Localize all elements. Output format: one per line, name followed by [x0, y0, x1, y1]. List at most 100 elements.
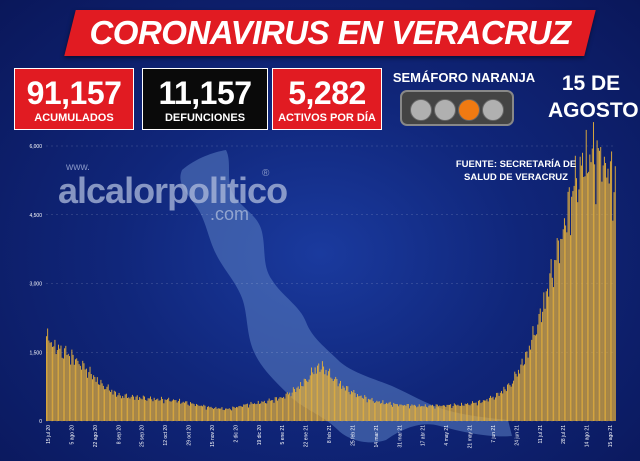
- bar: [237, 407, 239, 421]
- bar: [507, 384, 508, 421]
- bar: [445, 406, 447, 421]
- bar: [266, 403, 268, 421]
- bar: [320, 369, 322, 421]
- bar: [350, 391, 352, 421]
- bar: [481, 402, 483, 421]
- bar: [203, 404, 205, 421]
- bar: [447, 404, 449, 421]
- bar: [211, 407, 213, 421]
- bar: [55, 354, 57, 421]
- x-tick-label: 22 ene 21: [304, 425, 310, 447]
- bar: [245, 404, 247, 421]
- bar: [119, 395, 121, 421]
- bar: [594, 164, 596, 421]
- bar: [369, 399, 371, 421]
- bar: [491, 397, 493, 421]
- bar: [556, 238, 558, 421]
- bar: [470, 403, 472, 421]
- bar: [215, 406, 217, 421]
- bar: [551, 277, 553, 421]
- bar: [231, 410, 233, 421]
- bar: [100, 379, 102, 421]
- bar: [129, 398, 131, 421]
- bar: [373, 402, 375, 421]
- bar: [456, 405, 458, 421]
- bar: [411, 404, 413, 421]
- bar: [602, 165, 604, 421]
- bar: [370, 399, 372, 421]
- bar: [432, 404, 433, 421]
- bar: [417, 406, 419, 421]
- bar: [440, 406, 442, 421]
- bar: [366, 402, 368, 421]
- bar: [87, 377, 89, 421]
- bar: [415, 405, 417, 421]
- defunciones-value: 11,157: [158, 75, 252, 111]
- bar: [291, 392, 293, 421]
- bar: [560, 238, 562, 421]
- x-tick-label: 19 dic 20: [257, 425, 263, 446]
- bar: [283, 396, 285, 421]
- bar: [344, 390, 346, 421]
- bar: [185, 401, 187, 421]
- bar: [46, 336, 47, 421]
- bar: [273, 402, 275, 421]
- source-note: FUENTE: SECRETARÍA DE SALUD DE VERACRUZ: [440, 158, 592, 184]
- y-tick-label: 6,000: [29, 144, 42, 150]
- bar: [167, 399, 168, 421]
- bar: [300, 382, 302, 421]
- bar: [160, 396, 162, 421]
- bar: [96, 377, 98, 421]
- bar: [386, 402, 387, 421]
- bar: [451, 407, 453, 421]
- bar: [240, 406, 242, 421]
- bar: [233, 407, 235, 421]
- bar: [194, 406, 196, 421]
- bar: [294, 389, 295, 421]
- bar: [531, 339, 533, 421]
- bar: [56, 350, 58, 421]
- bar: [208, 406, 210, 421]
- bar: [118, 392, 120, 421]
- bar: [238, 406, 240, 421]
- bar: [438, 406, 440, 421]
- bar: [239, 405, 241, 421]
- traffic-light: [400, 90, 514, 126]
- bar: [275, 397, 277, 421]
- bar: [427, 407, 429, 421]
- bar: [226, 408, 228, 421]
- acumulados-label: ACUMULADOS: [34, 112, 114, 124]
- bar: [50, 342, 52, 421]
- bar: [502, 393, 504, 421]
- bar: [210, 406, 212, 421]
- bar: [603, 156, 605, 421]
- bar: [579, 156, 581, 421]
- bar: [392, 406, 394, 421]
- bar: [312, 372, 314, 421]
- bar: [191, 403, 193, 421]
- bar: [469, 405, 471, 421]
- bar: [121, 398, 122, 421]
- bar: [457, 404, 459, 421]
- bar: [522, 365, 524, 421]
- bar: [159, 400, 161, 421]
- bar: [192, 403, 194, 421]
- bar: [365, 396, 367, 421]
- bar: [596, 140, 598, 421]
- bar: [533, 334, 535, 421]
- bar: [177, 401, 179, 421]
- bar: [382, 400, 384, 421]
- bar: [285, 393, 287, 421]
- bar: [117, 395, 119, 421]
- bar: [135, 396, 137, 421]
- bar: [147, 398, 149, 421]
- bar: [145, 399, 147, 421]
- bar: [476, 405, 478, 421]
- bar: [441, 405, 443, 421]
- source-line-1: FUENTE: SECRETARÍA DE: [455, 159, 577, 170]
- bar: [446, 404, 448, 421]
- bar: [609, 161, 611, 421]
- bar: [243, 404, 245, 421]
- bar: [406, 403, 408, 421]
